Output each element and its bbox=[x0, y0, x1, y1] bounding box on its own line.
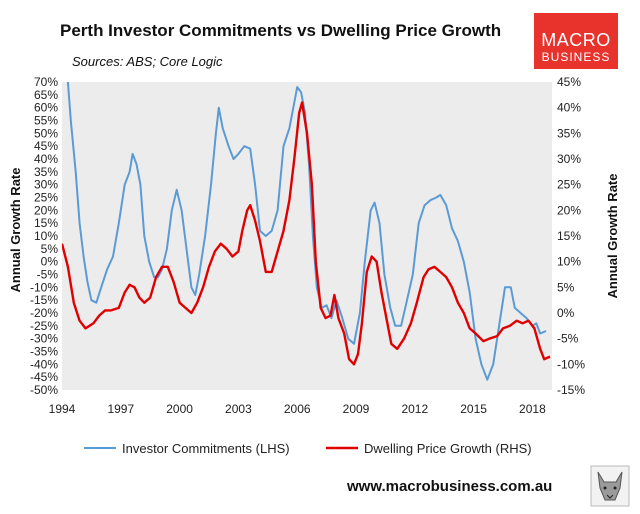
x-tick-label: 2009 bbox=[343, 402, 370, 416]
y-left-tick-label: -10% bbox=[30, 280, 58, 294]
x-tick-label: 2006 bbox=[284, 402, 311, 416]
x-axis: 1994 1997 2000 2003 2006 2009 2012 2015 2018 bbox=[49, 402, 546, 416]
y-right-tick-label: 20% bbox=[557, 203, 581, 217]
logo-background bbox=[534, 13, 618, 69]
y-axis-left: 70%65%60%55%50%45%40%35%30%25%20%15%10%5… bbox=[30, 75, 58, 397]
x-tick-label: 1994 bbox=[49, 402, 76, 416]
y-left-tick-label: 70% bbox=[34, 75, 58, 89]
x-tick-label: 2003 bbox=[225, 402, 252, 416]
y-axis-left-title: Annual Growth Rate bbox=[8, 168, 23, 293]
y-left-tick-label: 35% bbox=[34, 165, 58, 179]
y-left-tick-label: 5% bbox=[41, 242, 59, 256]
y-left-tick-label: 30% bbox=[34, 178, 58, 192]
logo-line2: BUSINESS bbox=[542, 50, 611, 64]
chart-subtitle: Sources: ABS; Core Logic bbox=[72, 54, 223, 69]
y-left-tick-label: 10% bbox=[34, 229, 58, 243]
y-left-tick-label: -30% bbox=[30, 332, 58, 346]
chart-title: Perth Investor Commitments vs Dwelling P… bbox=[60, 21, 501, 40]
y-axis-right: 45% 40% 35% 30% 25% 20% 15% 10% 5% 0% -5% -10% -15% bbox=[557, 75, 585, 397]
y-left-tick-label: 60% bbox=[34, 101, 58, 115]
x-tick-label: 1997 bbox=[107, 402, 134, 416]
y-left-tick-label: -20% bbox=[30, 306, 58, 320]
y-right-tick-label: 15% bbox=[557, 229, 581, 243]
y-left-tick-label: 45% bbox=[34, 139, 58, 153]
x-tick-label: 2012 bbox=[401, 402, 428, 416]
y-left-tick-label: 50% bbox=[34, 126, 58, 140]
y-right-tick-label: 35% bbox=[557, 126, 581, 140]
wolf-icon bbox=[590, 465, 630, 507]
y-left-tick-label: 15% bbox=[34, 216, 58, 230]
y-right-tick-label: -15% bbox=[557, 383, 585, 397]
series-line-dwelling-price-growth bbox=[62, 101, 551, 366]
y-right-tick-label: -5% bbox=[557, 332, 579, 346]
y-right-tick-label: 10% bbox=[557, 255, 581, 269]
y-left-tick-label: 25% bbox=[34, 191, 58, 205]
y-right-tick-label: 5% bbox=[557, 280, 575, 294]
y-left-tick-label: -35% bbox=[30, 345, 58, 359]
legend: Investor Commitments (LHS) Dwelling Pric… bbox=[84, 441, 532, 456]
y-left-tick-label: 65% bbox=[34, 88, 58, 102]
y-left-tick-label: -45% bbox=[30, 370, 58, 384]
y-left-tick-label: 55% bbox=[34, 114, 58, 128]
y-right-tick-label: 30% bbox=[557, 152, 581, 166]
y-right-tick-label: 0% bbox=[557, 306, 575, 320]
legend-label-dwelling: Dwelling Price Growth (RHS) bbox=[364, 441, 532, 456]
y-left-tick-label: -15% bbox=[30, 293, 58, 307]
y-axis-right-title: Annual Growth Rate bbox=[605, 174, 620, 299]
y-left-tick-label: 0% bbox=[41, 255, 59, 269]
logo-line1: MACRO bbox=[541, 30, 611, 50]
x-tick-label: 2000 bbox=[166, 402, 193, 416]
y-right-tick-label: 25% bbox=[557, 178, 581, 192]
y-left-tick-label: -5% bbox=[37, 268, 59, 282]
y-right-tick-label: -10% bbox=[557, 357, 585, 371]
x-tick-label: 2018 bbox=[519, 402, 546, 416]
y-right-tick-label: 45% bbox=[557, 75, 581, 89]
series-line-investor-commitments bbox=[66, 82, 547, 381]
y-left-tick-label: 40% bbox=[34, 152, 58, 166]
y-left-tick-label: 20% bbox=[34, 203, 58, 217]
legend-label-investor: Investor Commitments (LHS) bbox=[122, 441, 290, 456]
x-tick-label: 2015 bbox=[460, 402, 487, 416]
footer-url: www.macrobusiness.com.au bbox=[346, 478, 552, 495]
y-right-tick-label: 40% bbox=[557, 101, 581, 115]
macro-business-logo: MACRO BUSINESS bbox=[534, 13, 618, 69]
series-layer bbox=[62, 82, 551, 381]
y-left-tick-label: -25% bbox=[30, 319, 58, 333]
y-left-tick-label: -40% bbox=[30, 357, 58, 371]
y-left-tick-label: -50% bbox=[30, 383, 58, 397]
